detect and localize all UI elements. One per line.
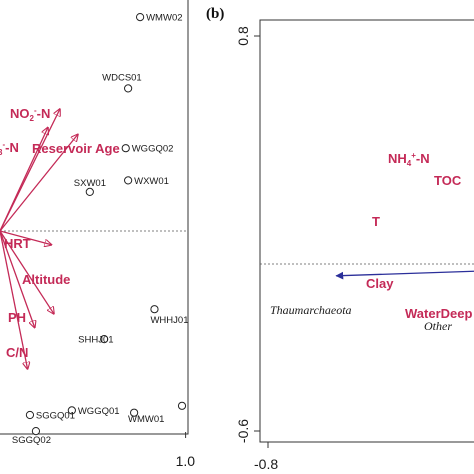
site-point-wmw01 [177, 401, 187, 410]
panel-a-sites: WMW02 WDCS01 WGGQ02 SXW01 WXW01 WHHJ01 SHHJ01 W… [12, 13, 189, 447]
env-arrow-reservoir-age [0, 134, 78, 232]
env-label-reservoir-age: Reservoir Age [32, 141, 120, 156]
panel-b-label: (b) [206, 6, 224, 22]
panel-a-frame [0, 0, 189, 435]
site-point-sggq02 [31, 427, 41, 436]
env-arrow-c-n [0, 230, 28, 369]
env-arrow-hrt [0, 230, 51, 245]
site-label-whhj01: WHHJ01 [150, 315, 188, 326]
site-point-wmw02 [136, 13, 145, 22]
species-label-other: Other [424, 319, 452, 333]
env-label-c-n: C/N [6, 345, 28, 360]
site-point-shhj01 [100, 335, 109, 344]
panel-b-ticks: 0.8 -0.6-0.8 [235, 26, 278, 472]
site-label-wmw01: WMW01 [128, 414, 164, 425]
panel-b: (b) 0.8 -0.6-0.8 Thaumarchaeota Other NH4+… [206, 6, 474, 472]
site-point-unlabeled [130, 408, 139, 417]
panel-a-x-ticks: 1.0 [176, 432, 196, 469]
panel-b-frame [259, 19, 474, 443]
panel-b-env-vectors: NH4+-N TOC T Clay WaterDeep [366, 151, 472, 321]
site-point-wxw01 [124, 176, 133, 185]
site-label-wmw02: WMW02 [146, 13, 182, 24]
site-label-wxw01: WXW01 [134, 176, 169, 187]
env-label-altitude: Altitude [22, 272, 70, 287]
env-arrow-ph [0, 230, 35, 328]
site-label-shhj01: SHHJ01 [78, 335, 113, 346]
env-label-no3-n: 3--N [0, 140, 19, 157]
env-label-nh4-n: NH4+-N [388, 151, 430, 168]
site-point-wggq02 [121, 144, 130, 153]
site-label-wdcs01: WDCS01 [102, 72, 142, 83]
site-point-whhj01 [150, 305, 159, 314]
site-point-sxw01 [85, 187, 94, 196]
site-label-wggq02: WGGQ02 [132, 144, 174, 155]
env-label-t: T [372, 214, 380, 229]
env-arrow-no3-n [0, 128, 48, 232]
env-label-toc: TOC [434, 173, 462, 188]
y-tick-label: -0.6 [235, 419, 251, 443]
species-label-thaumarchaeota: Thaumarchaeota [270, 303, 352, 317]
site-point-sggq01 [25, 410, 35, 420]
panel-b-species-vectors: Thaumarchaeota Other [270, 270, 474, 333]
env-label-waterdeep: WaterDeep [405, 306, 472, 321]
x-tick-label: 1.0 [176, 453, 196, 469]
env-label-clay: Clay [366, 276, 394, 291]
site-label-sggq02: SGGQ02 [12, 435, 51, 446]
site-label-wggq01: WGGQ01 [78, 406, 120, 417]
species-arrow-thaumarchaeota [335, 270, 474, 280]
site-point-wdcs01 [124, 84, 133, 93]
y-tick-label: 0.8 [235, 26, 251, 46]
env-label-no2-n: NO2--N [10, 106, 50, 123]
site-label-sxw01: SXW01 [74, 178, 106, 189]
site-point-wggq01 [67, 406, 76, 415]
site-label-sggq01: SGGQ01 [36, 411, 75, 422]
env-arrow-altitude [0, 230, 54, 314]
x-tick-label: -0.8 [254, 456, 278, 472]
